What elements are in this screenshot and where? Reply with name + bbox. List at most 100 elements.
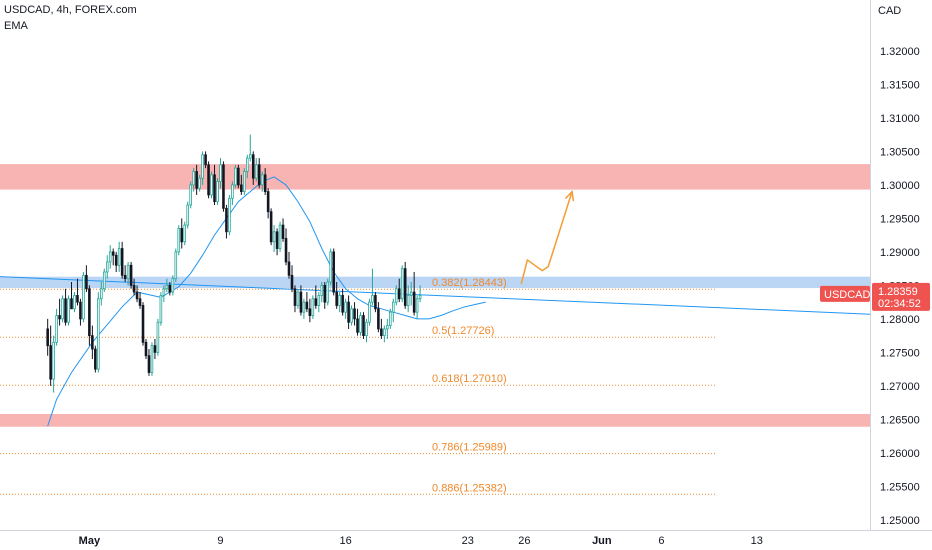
candle[interactable] <box>94 345 97 373</box>
candle[interactable] <box>85 265 88 293</box>
candle[interactable] <box>356 308 359 336</box>
candle[interactable] <box>353 302 356 326</box>
candle[interactable] <box>400 265 404 303</box>
candle[interactable] <box>374 292 377 313</box>
candle[interactable] <box>338 292 341 313</box>
candle[interactable] <box>159 292 163 326</box>
candle[interactable] <box>228 194 231 236</box>
candle[interactable] <box>177 225 181 256</box>
candle[interactable] <box>192 168 195 192</box>
candle[interactable] <box>231 181 234 205</box>
candle[interactable] <box>257 158 261 189</box>
candle[interactable] <box>237 164 240 189</box>
candle[interactable] <box>120 241 124 279</box>
candle[interactable] <box>58 298 61 326</box>
candle[interactable] <box>391 298 395 323</box>
candle[interactable] <box>165 278 169 293</box>
candle[interactable] <box>73 292 76 313</box>
candle[interactable] <box>311 295 315 319</box>
candle[interactable] <box>82 271 85 323</box>
candle[interactable] <box>406 285 410 313</box>
candle[interactable] <box>248 134 252 162</box>
candle[interactable] <box>383 325 386 343</box>
candle[interactable] <box>111 248 115 266</box>
candle[interactable] <box>234 164 237 189</box>
candle[interactable] <box>186 201 189 229</box>
candle[interactable] <box>281 218 285 242</box>
candle[interactable] <box>126 261 130 286</box>
candle[interactable] <box>207 161 210 199</box>
candle[interactable] <box>153 338 157 360</box>
candle[interactable] <box>260 171 264 192</box>
candle[interactable] <box>243 168 246 195</box>
candle[interactable] <box>293 285 297 313</box>
candle[interactable] <box>216 178 219 205</box>
candle[interactable] <box>362 312 365 339</box>
candle[interactable] <box>263 168 267 195</box>
candle[interactable] <box>335 282 338 309</box>
candle[interactable] <box>389 308 392 329</box>
candle[interactable] <box>183 221 187 246</box>
candle[interactable] <box>305 292 309 313</box>
candle[interactable] <box>129 261 133 289</box>
candle[interactable] <box>162 285 166 303</box>
candle[interactable] <box>171 275 175 296</box>
candle[interactable] <box>102 268 106 293</box>
candle[interactable] <box>278 221 282 252</box>
candle[interactable] <box>275 228 279 256</box>
candle[interactable] <box>138 292 142 309</box>
candle[interactable] <box>347 295 350 329</box>
candle[interactable] <box>415 295 419 319</box>
candle[interactable] <box>49 325 52 386</box>
candle[interactable] <box>251 151 255 185</box>
candle[interactable] <box>266 188 270 219</box>
candle[interactable] <box>70 282 73 310</box>
candle[interactable] <box>254 158 258 182</box>
candle[interactable] <box>79 298 82 326</box>
candle[interactable] <box>174 248 178 283</box>
candle[interactable] <box>246 154 249 179</box>
candle[interactable] <box>61 295 64 323</box>
candle[interactable] <box>308 298 312 323</box>
candle[interactable] <box>168 282 172 296</box>
candle[interactable] <box>332 248 335 296</box>
candle[interactable] <box>147 349 151 376</box>
candle[interactable] <box>314 285 318 309</box>
candle[interactable] <box>320 282 324 303</box>
candle[interactable] <box>302 298 306 319</box>
candle[interactable] <box>368 298 371 326</box>
candle[interactable] <box>201 151 204 185</box>
candle[interactable] <box>213 164 216 205</box>
candle[interactable] <box>409 282 413 306</box>
candle[interactable] <box>123 265 127 283</box>
candle[interactable] <box>222 161 225 212</box>
candle[interactable] <box>240 174 243 195</box>
candle[interactable] <box>290 265 294 293</box>
candle[interactable] <box>132 278 136 296</box>
candle[interactable] <box>380 318 383 339</box>
candle[interactable] <box>46 318 49 356</box>
candle[interactable] <box>91 325 94 360</box>
candle[interactable] <box>108 245 112 269</box>
candle[interactable] <box>299 285 303 316</box>
candle[interactable] <box>397 278 401 303</box>
candle[interactable] <box>371 268 374 306</box>
candle[interactable] <box>377 302 380 333</box>
candle[interactable] <box>323 282 327 309</box>
candle[interactable] <box>117 241 121 272</box>
candle[interactable] <box>219 158 222 189</box>
candle[interactable] <box>67 295 70 326</box>
candle[interactable] <box>64 288 67 326</box>
candle[interactable] <box>55 308 58 346</box>
candle[interactable] <box>359 312 362 336</box>
candle[interactable] <box>326 278 330 306</box>
candle[interactable] <box>287 251 291 279</box>
candle[interactable] <box>141 302 145 346</box>
candle[interactable] <box>284 228 288 266</box>
candle[interactable] <box>296 288 300 309</box>
candle[interactable] <box>225 204 228 239</box>
candle[interactable] <box>317 292 321 313</box>
candle[interactable] <box>329 248 333 286</box>
candle[interactable] <box>97 292 100 373</box>
